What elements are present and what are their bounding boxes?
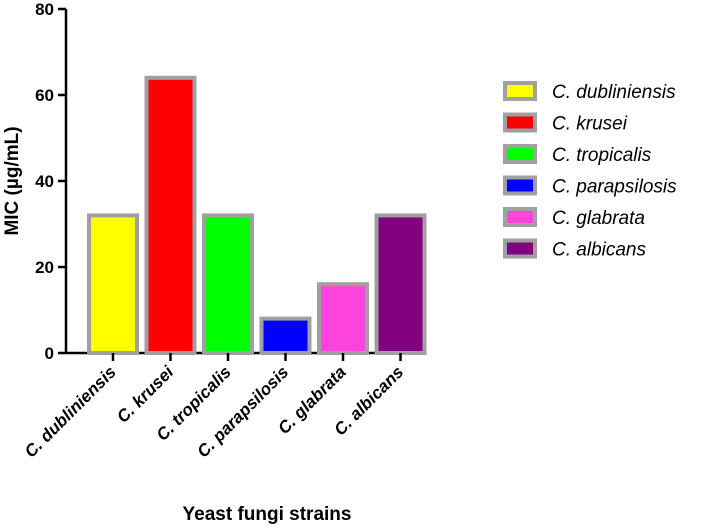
legend-swatch [503,81,537,101]
y-tick-label: 40 [35,172,54,191]
y-tick-label: 0 [45,344,54,363]
legend-swatch [503,144,537,164]
y-tick-label: 20 [35,258,54,277]
bars [87,75,427,356]
legend-label: C. glabrata [552,208,645,229]
x-axis-title: Yeast fungi strains [183,504,352,525]
legend-label: C. dubliniensis [552,82,676,103]
legend-label: C. krusei [552,114,628,135]
y-axis-title: MIC (µg/mL) [2,126,23,235]
bar-4 [259,316,312,356]
legend-swatch [503,207,537,227]
legend-swatch [503,112,537,133]
bar-5 [317,282,369,356]
legend-swatch [503,238,537,259]
legend-swatch [503,175,537,196]
legend-label: C. parapsilosis [552,177,677,198]
bar-1 [87,213,139,355]
x-tick-label: C. dubliniensis [21,362,120,461]
legend: C. dubliniensis C. krusei C. tropicalis C. … [503,81,677,261]
bar-6 [374,213,427,355]
y-ticks: 0 20 40 60 80 [35,0,66,363]
bar-3 [202,213,254,355]
legend-label: C. albicans [552,240,646,261]
y-tick-label: 60 [35,86,54,105]
bar-2 [144,75,197,356]
legend-label: C. tropicalis [552,145,652,166]
y-tick-label: 80 [35,0,54,19]
